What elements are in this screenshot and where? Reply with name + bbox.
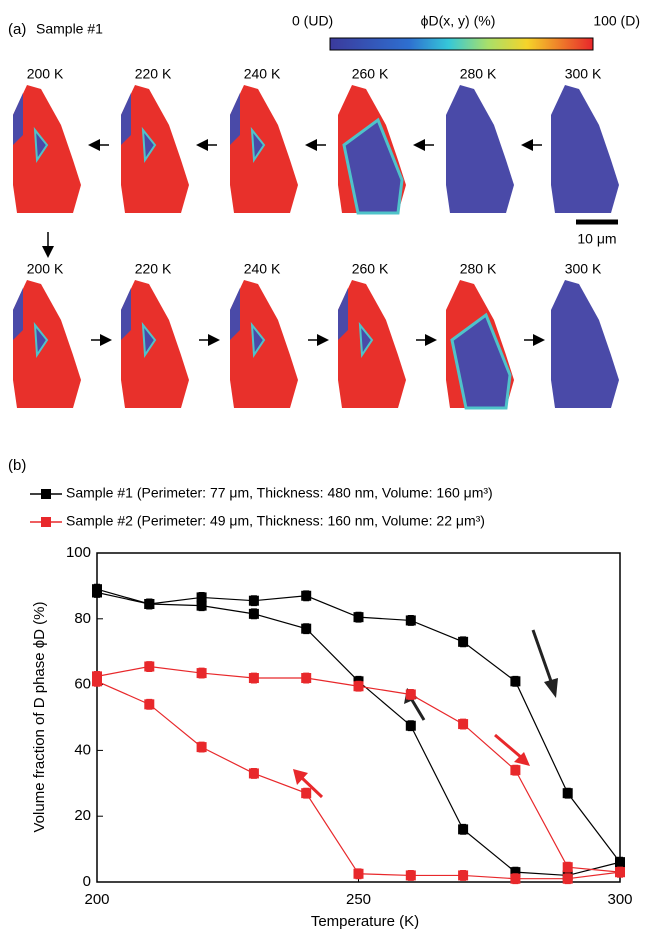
panel-label: (a) [8,21,26,38]
y-tick-label: 20 [74,807,91,824]
marker [301,624,311,634]
marker [563,788,573,798]
marker [197,742,207,752]
colorbar-title: ϕD(x, y) (%) [421,13,496,29]
marker [301,788,311,798]
phase-map [121,85,189,213]
marker [92,587,102,597]
marker [458,637,468,647]
marker [144,599,154,609]
sample-label: Sample #1 [36,21,103,37]
marker [249,596,259,606]
series-line [97,592,620,875]
marker [354,681,364,691]
legend-marker [41,489,51,499]
marker [563,874,573,884]
marker [615,867,625,877]
marker [301,673,311,683]
y-tick-label: 60 [74,676,91,693]
y-axis-label: Volume fraction of D phase ϕD (%) [31,601,48,832]
temperature-label: 200 K [27,66,64,82]
marker [563,862,573,872]
marker [144,662,154,672]
panel-label: (b) [8,457,26,474]
maps [13,85,619,408]
temperature-label: 220 K [135,261,172,277]
marker [510,874,520,884]
scale-label: 10 μm [577,231,616,247]
marker [510,676,520,686]
x-tick-label: 200 [84,891,109,908]
x-tick-label: 250 [346,891,371,908]
colorbar-max: 100 (D) [593,13,640,29]
temperature-label: 260 K [352,66,389,82]
arrow [533,630,552,684]
marker [406,721,416,731]
plot-frame [97,553,620,882]
series-line [97,667,620,873]
arrow [412,700,424,720]
arrowhead [544,678,558,698]
phase-map [338,280,406,408]
marker [510,765,520,775]
temperature-label: 280 K [460,261,497,277]
marker [406,870,416,880]
colorbar-min: 0 (UD) [292,13,333,29]
temperature-label: 300 K [565,66,602,82]
y-tick-label: 100 [66,544,91,561]
marker [249,768,259,778]
temperature-label: 200 K [27,261,64,277]
y-tick-label: 80 [74,610,91,627]
x-axis-label: Temperature (K) [311,913,419,930]
phase-map [13,85,81,213]
temperature-label: 240 K [244,66,281,82]
phase-map [551,280,619,408]
phase-map [446,85,514,213]
y-tick-label: 0 [83,873,91,890]
phase-map [551,85,619,213]
legend-marker [41,517,51,527]
marker [458,824,468,834]
series-line [97,681,620,878]
marker [615,857,625,867]
marker [197,601,207,611]
phase-map [230,280,298,408]
phase-map [13,280,81,408]
y-tick-label: 40 [74,741,91,758]
marker [406,615,416,625]
marker [249,609,259,619]
marker [458,870,468,880]
marker [92,676,102,686]
marker [354,869,364,879]
phase-map [230,85,298,213]
arrow [495,735,522,758]
marker [458,719,468,729]
figure: (a) Sample #1 0 (UD) ϕD(x, y) (%) 100 (D… [0,0,646,943]
temperature-label: 280 K [460,66,497,82]
colorbar [330,38,593,50]
temperature-label: 220 K [135,66,172,82]
temperature-label: 300 K [565,261,602,277]
legend-label: Sample #1 (Perimeter: 77 μm, Thickness: … [66,485,493,501]
marker [354,612,364,622]
marker [249,673,259,683]
legend-label: Sample #2 (Perimeter: 49 μm, Thickness: … [66,513,485,529]
marker [197,668,207,678]
page: (a) Sample #1 0 (UD) ϕD(x, y) (%) 100 (D… [0,0,646,943]
phase-map [121,280,189,408]
marker [144,699,154,709]
temperature-label: 260 K [352,261,389,277]
marker [301,591,311,601]
x-tick-label: 300 [607,891,632,908]
marker [406,689,416,699]
temperature-label: 240 K [244,261,281,277]
